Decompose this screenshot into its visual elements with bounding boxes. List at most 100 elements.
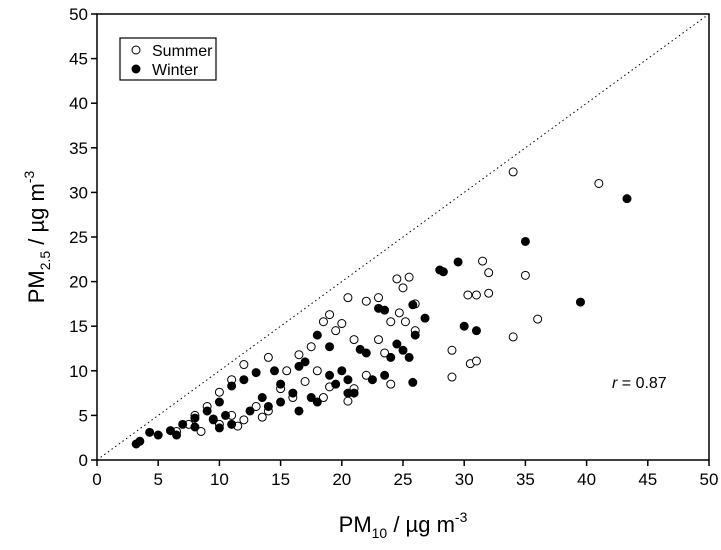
point	[408, 377, 418, 387]
x-tick-label: 15	[271, 470, 290, 489]
point	[251, 368, 261, 378]
point	[508, 167, 518, 177]
point	[276, 397, 286, 407]
point	[331, 379, 341, 389]
point	[438, 267, 448, 277]
x-tick-label: 20	[332, 470, 351, 489]
point	[400, 317, 410, 327]
point	[420, 313, 430, 323]
series	[172, 167, 604, 436]
y-axis-title: PM2.5 / µg m-3	[21, 170, 53, 303]
x-axis-title: PM10 / µg m-3	[339, 509, 468, 541]
point	[380, 305, 390, 315]
legend-label: Winter	[152, 62, 199, 79]
point	[288, 388, 298, 398]
point	[471, 290, 481, 300]
point	[410, 330, 420, 340]
point	[294, 350, 304, 360]
point	[386, 379, 396, 389]
point	[165, 426, 175, 436]
point	[520, 270, 530, 280]
point	[312, 397, 322, 407]
point	[227, 419, 237, 429]
y-tick-label: 40	[69, 94, 88, 113]
point	[394, 308, 404, 318]
point	[392, 339, 402, 349]
point	[361, 296, 371, 306]
point	[408, 300, 418, 310]
point	[355, 344, 365, 354]
annotation: r = 0.87	[612, 375, 667, 392]
x-tick-label: 0	[92, 470, 101, 489]
point	[463, 290, 473, 300]
point	[459, 321, 469, 331]
point	[312, 366, 322, 376]
point	[343, 293, 353, 303]
point	[361, 370, 371, 380]
point	[214, 387, 224, 397]
point	[263, 401, 273, 411]
point	[386, 317, 396, 327]
point	[374, 335, 384, 345]
point	[221, 410, 231, 420]
x-tick-label: 10	[210, 470, 229, 489]
x-tick-label: 50	[700, 470, 719, 489]
point	[374, 293, 384, 303]
point	[398, 283, 408, 293]
point	[484, 268, 494, 278]
point	[386, 352, 396, 362]
point	[178, 419, 188, 429]
point	[404, 352, 414, 362]
x-tick-label: 40	[577, 470, 596, 489]
y-tick-label: 10	[69, 362, 88, 381]
point	[214, 423, 224, 433]
point	[269, 366, 279, 376]
y-tick-label: 30	[69, 183, 88, 202]
point	[331, 326, 341, 336]
point	[453, 257, 463, 267]
point	[306, 342, 316, 352]
point	[257, 393, 267, 403]
point	[471, 326, 481, 336]
point	[349, 388, 359, 398]
y-tick-label: 35	[69, 139, 88, 158]
point	[239, 375, 249, 385]
point	[251, 401, 261, 411]
point	[202, 406, 212, 416]
point	[325, 370, 335, 380]
point	[294, 361, 304, 371]
point	[282, 366, 292, 376]
point	[349, 335, 359, 345]
x-tick-label: 35	[516, 470, 535, 489]
legend-marker	[131, 45, 141, 55]
point	[245, 406, 255, 416]
point	[294, 406, 304, 416]
point	[306, 393, 316, 403]
point	[208, 415, 218, 425]
point	[276, 379, 286, 389]
point	[343, 396, 353, 406]
point	[239, 415, 249, 425]
point	[190, 413, 200, 423]
point	[447, 345, 457, 355]
point	[257, 412, 267, 422]
legend-marker	[131, 64, 141, 74]
point	[478, 256, 488, 266]
point	[172, 430, 182, 440]
series	[131, 194, 632, 449]
point	[190, 422, 200, 432]
point	[622, 194, 632, 204]
point	[312, 330, 322, 340]
point	[300, 377, 310, 387]
x-tick-label: 30	[455, 470, 474, 489]
y-tick-label: 15	[69, 317, 88, 336]
point	[404, 272, 414, 282]
y-tick-label: 50	[69, 5, 88, 24]
point	[325, 342, 335, 352]
point	[263, 352, 273, 362]
x-tick-label: 25	[394, 470, 413, 489]
point	[227, 381, 237, 391]
point	[380, 370, 390, 380]
point	[196, 426, 206, 436]
